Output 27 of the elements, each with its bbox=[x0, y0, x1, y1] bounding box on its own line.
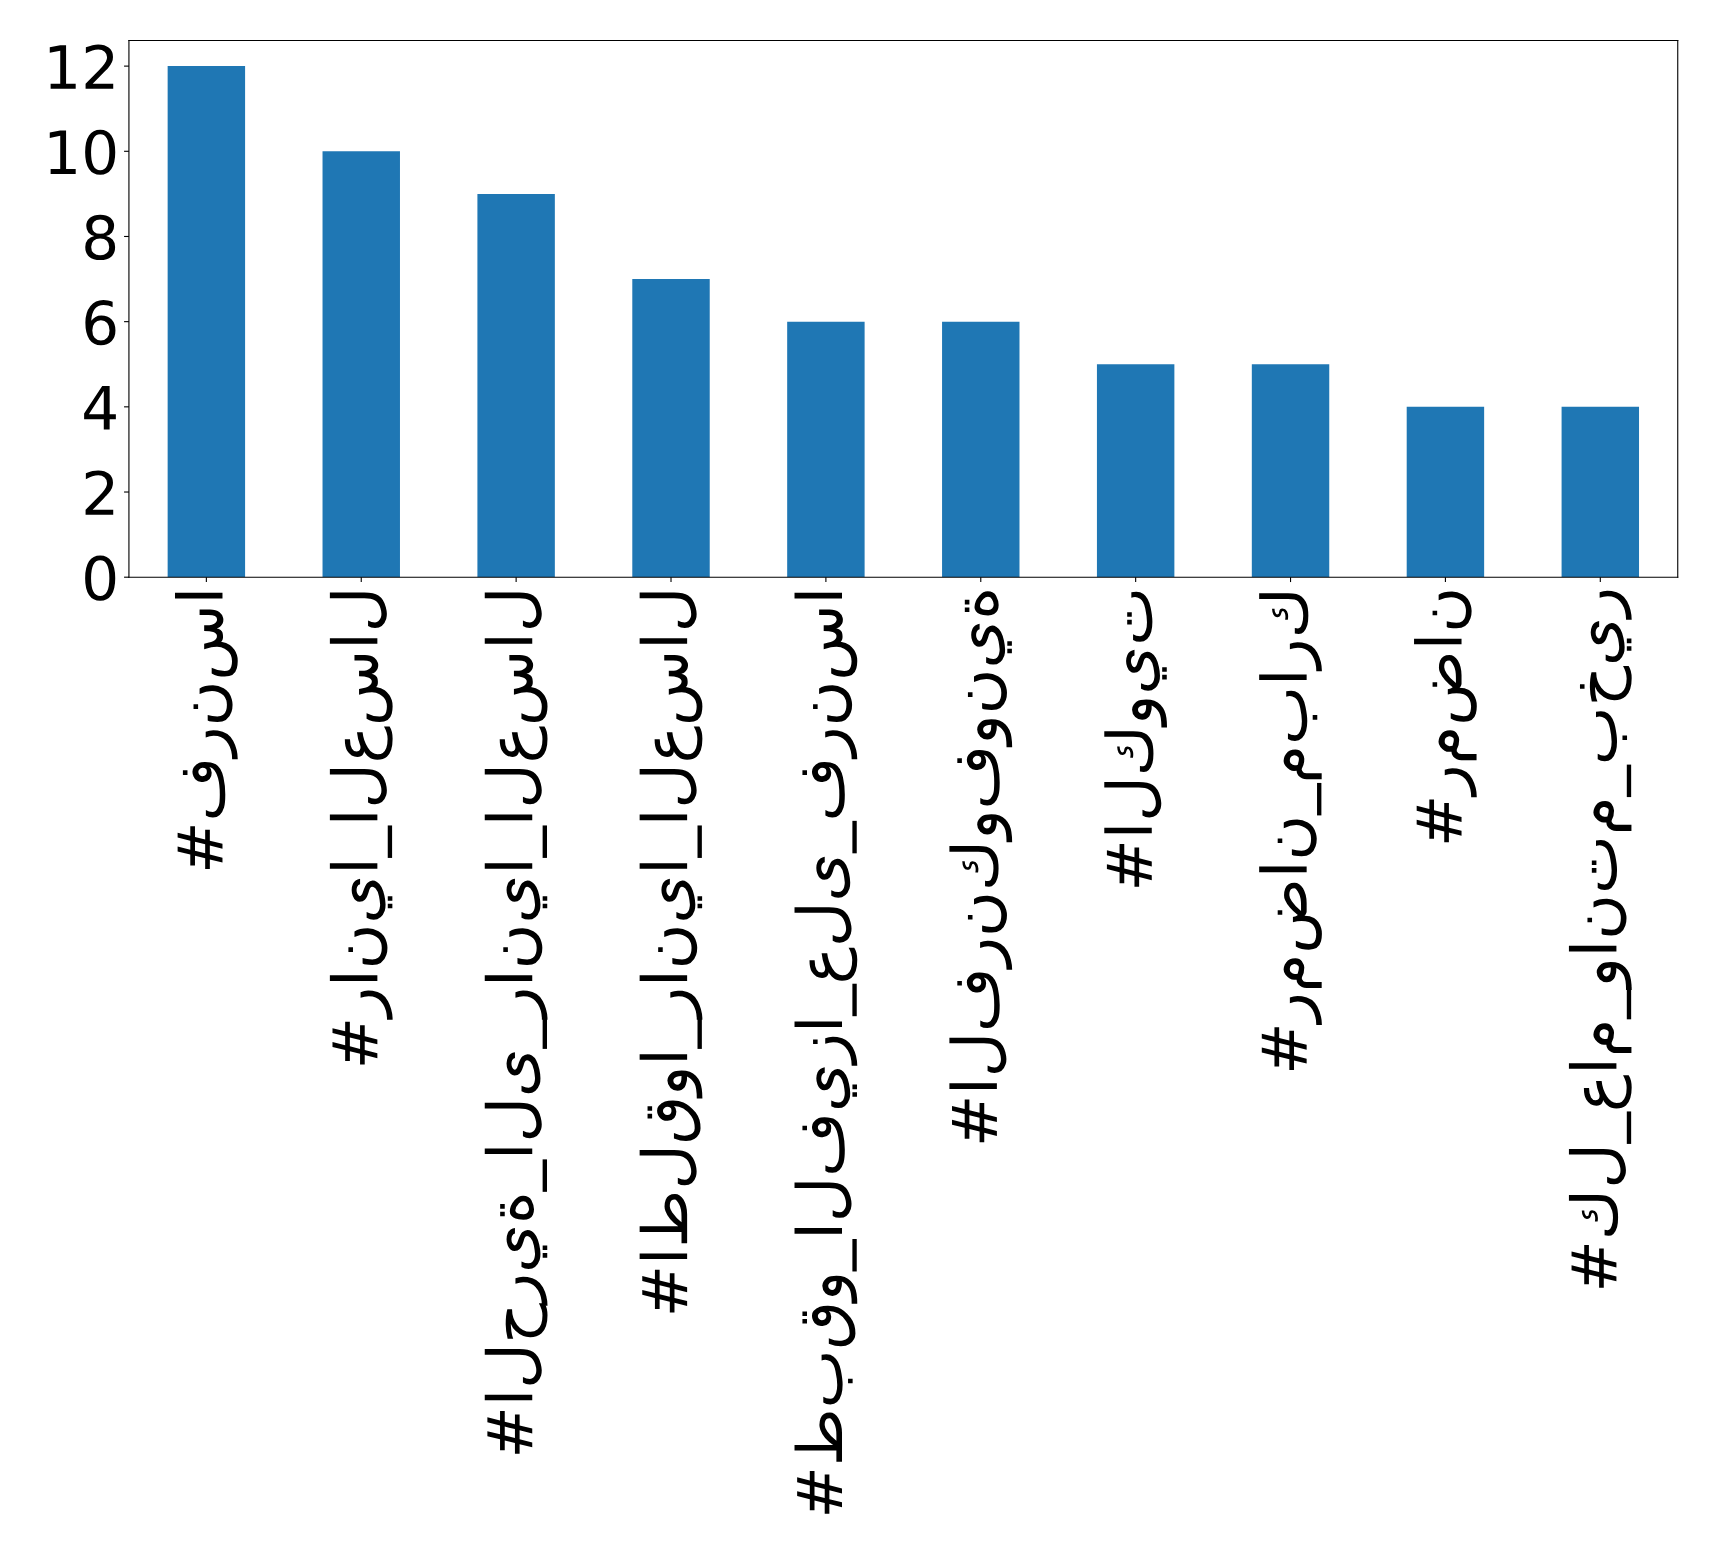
bar bbox=[632, 279, 710, 578]
y-tick-label: 0 bbox=[85, 555, 116, 601]
x-tick-label: #رانيا_العسال bbox=[329, 592, 393, 1065]
x-tick-label: #الكويت bbox=[1104, 591, 1168, 887]
y-tick-label: 6 bbox=[85, 300, 116, 346]
bar bbox=[1406, 406, 1485, 578]
x-tick-label: #فرنسا bbox=[174, 592, 238, 869]
x-tick-label: #الحرية_الى_رانيا_العسال bbox=[484, 592, 548, 1454]
bar bbox=[1251, 364, 1330, 578]
x-tick-label: #رمضان bbox=[1414, 591, 1477, 843]
x-tick-label: #كل_عام_وانتم_بخير bbox=[1568, 590, 1632, 1288]
bar bbox=[167, 66, 246, 578]
y-tick-label: 8 bbox=[85, 214, 116, 261]
bar bbox=[1096, 364, 1175, 578]
bar bbox=[1561, 406, 1640, 578]
x-tick-label: #اطلقوا_رانيا_العسال bbox=[639, 592, 703, 1313]
bar bbox=[787, 321, 865, 578]
bar bbox=[322, 151, 400, 578]
y-tick-label: 10 bbox=[49, 129, 116, 175]
x-tick-label: #رمضان_مبارك bbox=[1259, 593, 1322, 1071]
bar bbox=[942, 321, 1020, 578]
bar bbox=[477, 193, 555, 578]
y-tick-label: 12 bbox=[49, 44, 114, 89]
x-tick-label: #طبقو_الفيزا_على_فرنسا bbox=[794, 592, 858, 1514]
y-tick-label: 4 bbox=[84, 385, 116, 430]
y-tick-label: 2 bbox=[85, 470, 114, 515]
x-tick-label: #الفرنكوفونية bbox=[949, 591, 1013, 1143]
